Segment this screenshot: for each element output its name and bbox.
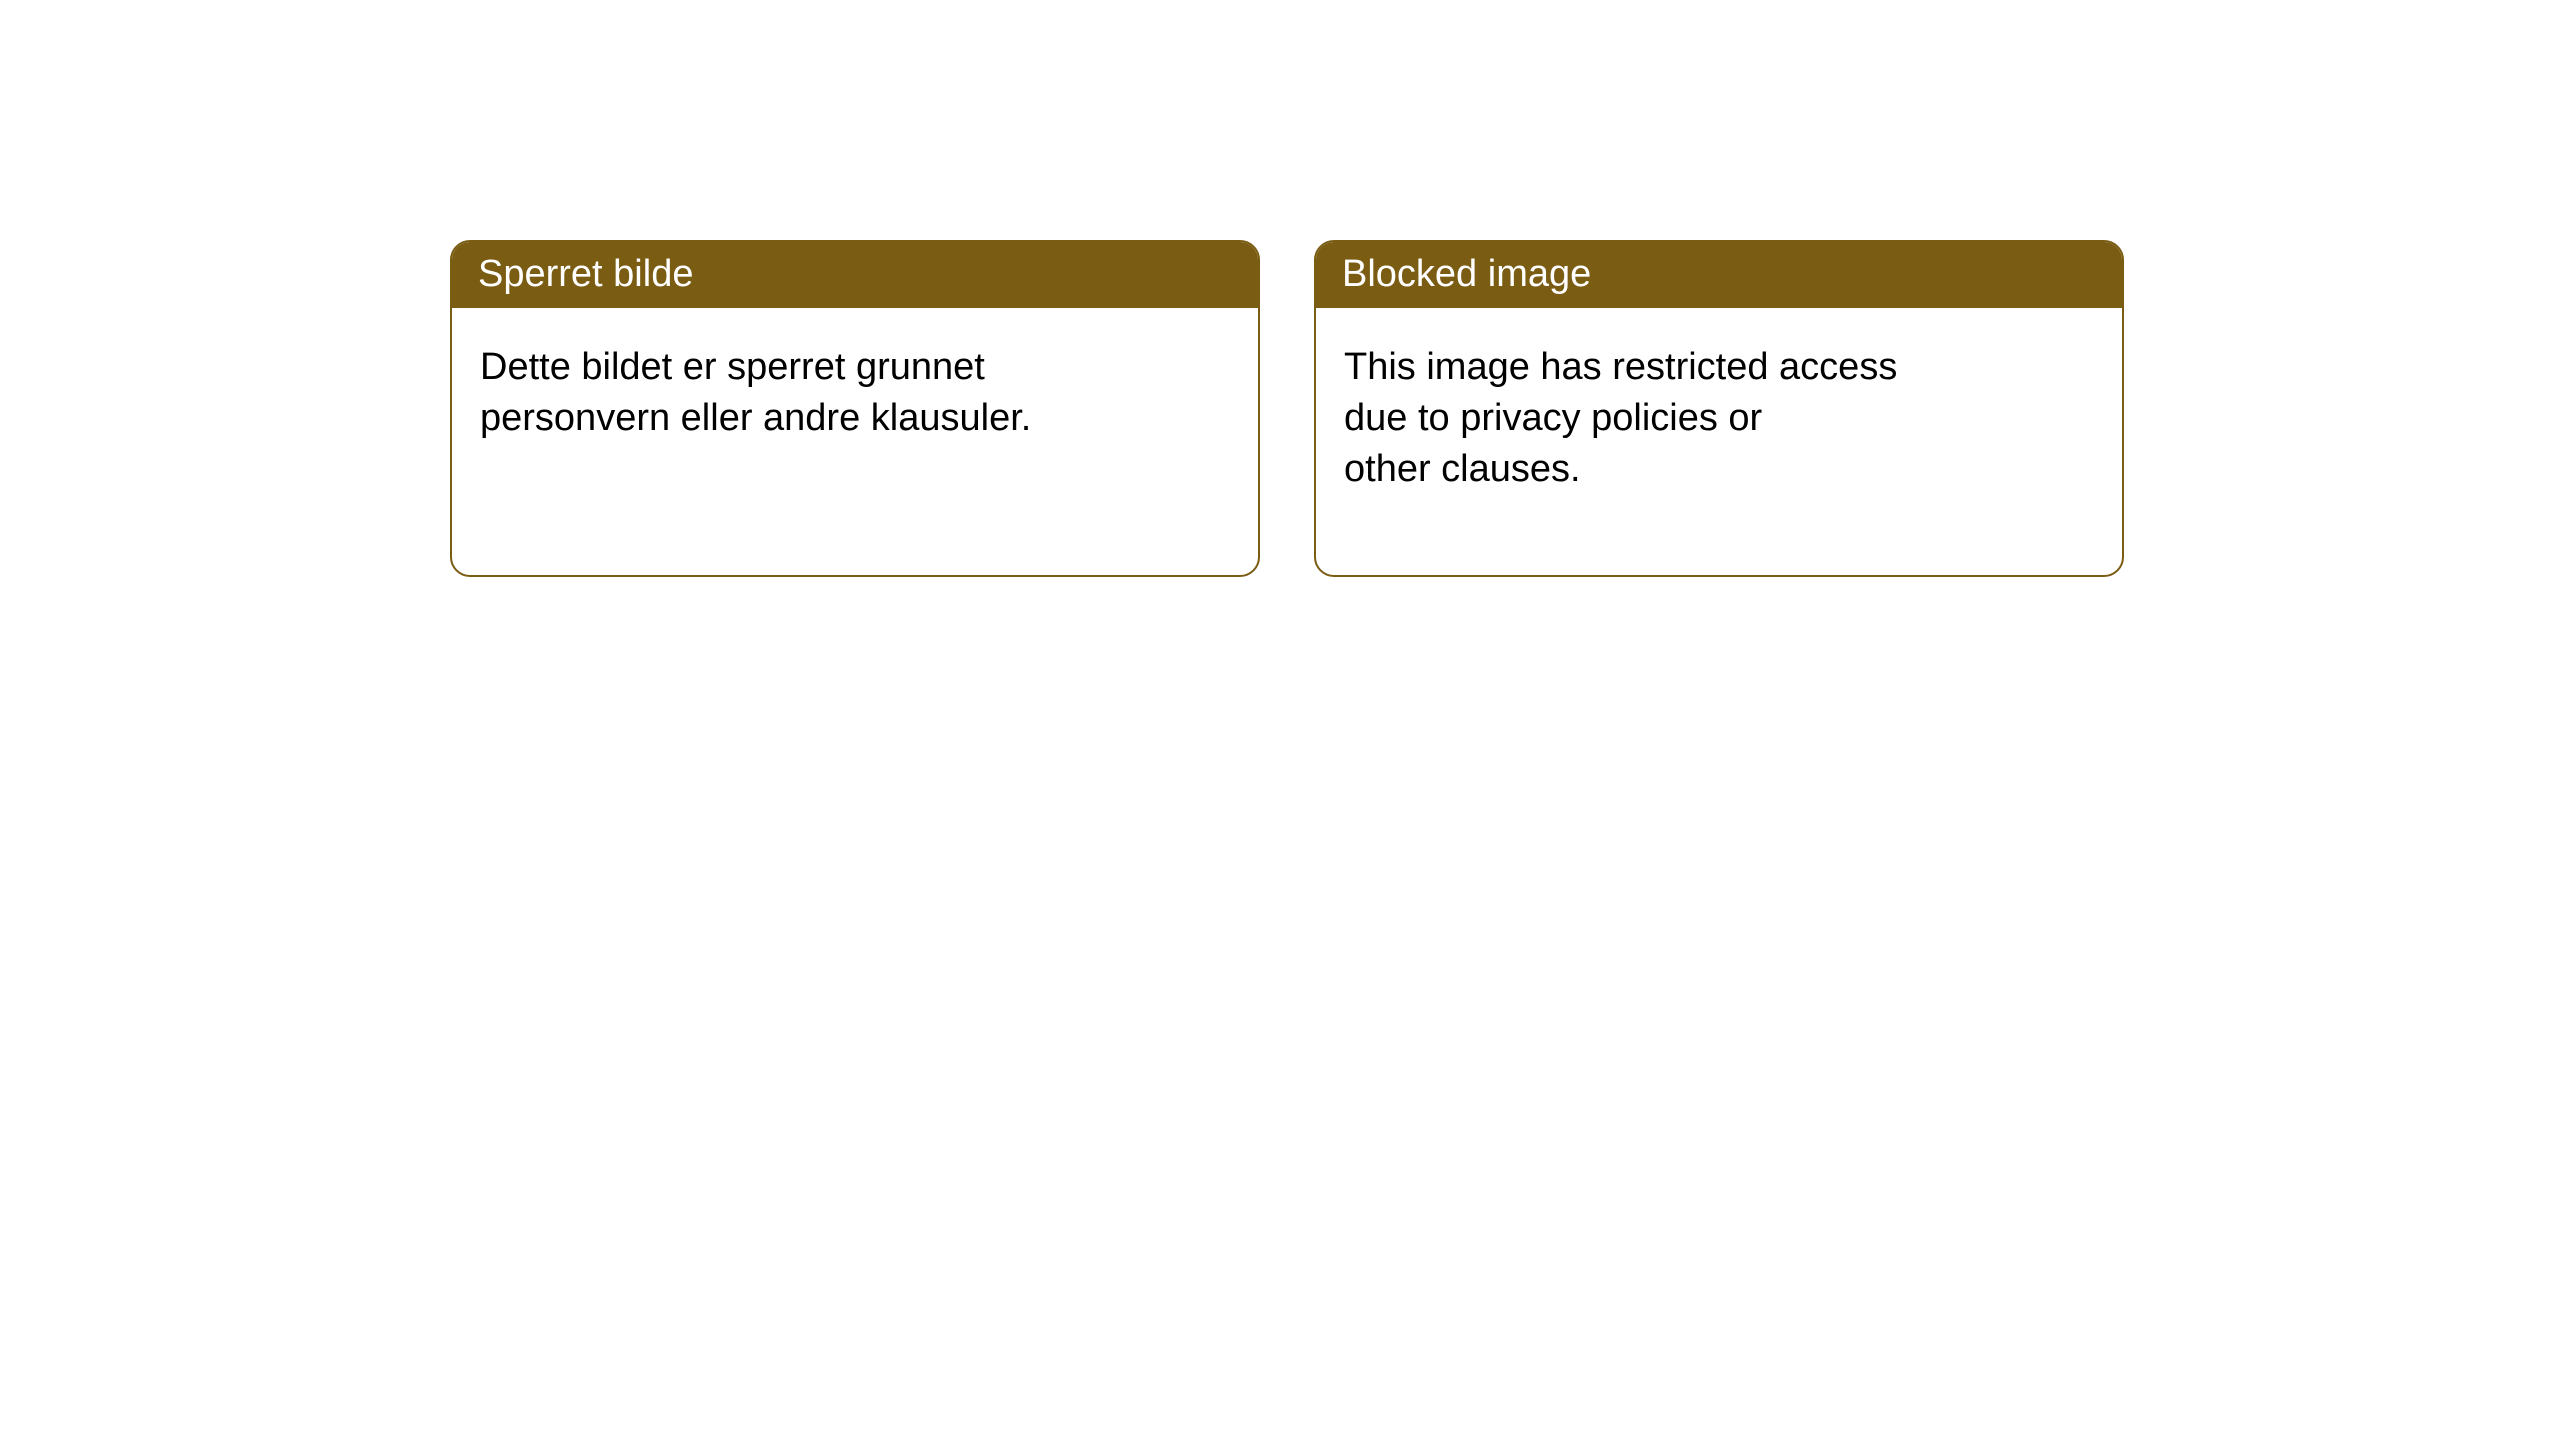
card-title: Sperret bilde: [452, 242, 1258, 308]
card-title: Blocked image: [1316, 242, 2122, 308]
card-body: Dette bildet er sperret grunnet personve…: [452, 308, 1258, 479]
card-body: This image has restricted access due to …: [1316, 308, 2122, 530]
cards-container: Sperret bilde Dette bildet er sperret gr…: [0, 0, 2560, 577]
blocked-image-card-en: Blocked image This image has restricted …: [1314, 240, 2124, 577]
blocked-image-card-no: Sperret bilde Dette bildet er sperret gr…: [450, 240, 1260, 577]
